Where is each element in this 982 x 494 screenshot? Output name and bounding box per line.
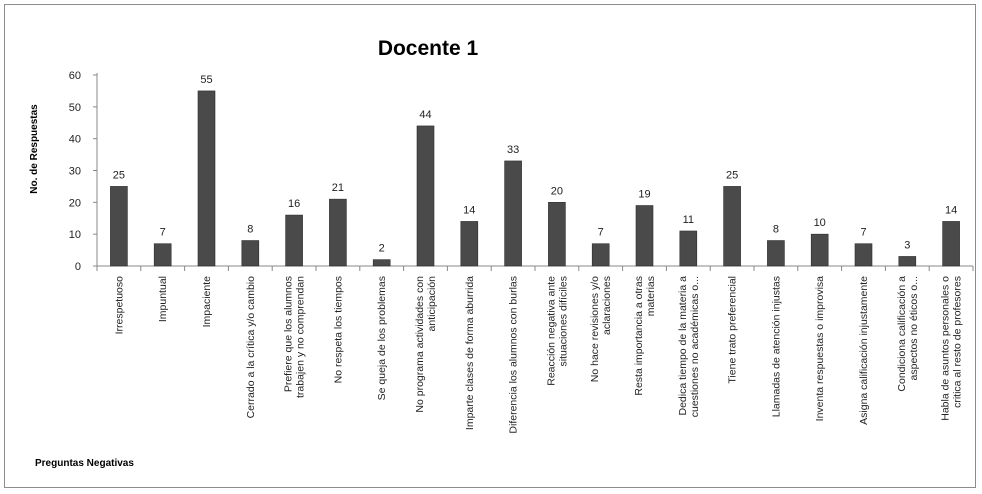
value-label: 25 [726,169,738,181]
value-label: 16 [288,198,300,210]
bar [110,186,128,267]
bar [723,186,741,267]
category-label: Diferencia los alumnos con burlas [508,276,520,434]
value-label: 11 [683,214,694,226]
bar [460,221,479,267]
bar [591,243,610,267]
bar [153,243,172,267]
bar [416,125,435,267]
category-label: Habla de asuntos personales ocritica al … [940,276,964,421]
y-axis: 0 10 20 30 40 50 60 [69,70,98,273]
bar [767,240,785,267]
bar [810,233,829,267]
value-label: 2 [379,243,385,255]
category-label: Impaciente [201,276,213,328]
y-tick-label: 30 [69,166,81,178]
category-label: Condiciona calificación aaspectos no éti… [896,276,920,392]
category-label: No hace revisiones y/oaclaraciones [589,276,613,382]
value-label: 3 [904,239,910,251]
value-label: 33 [507,144,519,156]
x-axis [96,265,974,271]
value-label: 19 [638,189,650,201]
bars [110,90,960,267]
value-label: 7 [160,227,166,239]
y-tick-label: 60 [69,70,81,82]
bar [635,205,654,267]
bar [679,230,698,267]
value-label: 14 [463,204,475,216]
category-label: No respeta los tiempos [332,276,344,383]
value-labels: 25 7 55 8 16 21 2 44 14 33 20 7 19 11 25 8 10 7 3 14 [113,74,957,255]
bar-chart: Docente 1 No. de Respuestas Preguntas Ne… [29,37,974,469]
x-axis-label: Preguntas Negativas [35,458,134,469]
category-label: Cerrado a la crítica y/o cambio [245,276,257,419]
category-label: Se queja de los problemas [376,276,388,400]
value-label: 8 [773,224,779,236]
category-label: Llamadas de atención injustas [770,276,782,417]
bar [942,221,960,267]
category-label: Resta importancia a otrasmaterias [633,276,657,396]
category-label: Dedica tiempo de la materia acuestiones … [677,276,701,417]
value-label: 14 [945,204,957,216]
category-label: Imparte clases de forma aburrida [464,276,476,430]
value-label: 21 [332,182,344,194]
value-label: 25 [113,169,125,181]
category-label: Reacción negativa antesituaciones difíci… [545,276,569,386]
value-label: 10 [814,217,826,229]
bar [898,256,917,267]
category-labels: Irrespetuoso Impuntual Impaciente Cerrado a… [113,276,963,434]
chart-frame: Docente 1 No. de Respuestas Preguntas Ne… [4,4,976,488]
y-tick-label: 40 [69,134,81,146]
chart-title: Docente 1 [378,37,479,60]
category-label: Inventa respuestas o improvisa [814,276,826,421]
value-label: 20 [551,185,563,197]
value-label: 8 [247,224,253,236]
y-tick-label: 50 [69,102,81,114]
y-tick-label: 10 [69,229,81,241]
bar [285,214,303,267]
bar [504,160,522,267]
bar [854,243,873,267]
bar [329,198,347,267]
y-axis-label: No. de Respuestas [29,104,40,194]
category-label: Asigna calificación injustamente [858,276,870,425]
value-label: 7 [598,227,604,239]
y-tick-label: 0 [75,261,81,273]
value-label: 7 [860,227,866,239]
category-label: Prefiere que los alumnostrabajen y no co… [283,276,307,398]
category-label: Impuntual [157,276,169,322]
category-label: Irrespetuoso [113,276,125,335]
category-label: Tiene trato preferencial [727,276,739,384]
value-label: 55 [200,74,212,86]
bar [241,240,260,267]
bar [372,259,391,267]
bar [548,202,566,267]
category-label: No programa actividades conanticipación [414,276,438,413]
y-tick-label: 20 [69,197,81,209]
bar [197,90,216,267]
value-label: 44 [419,109,431,121]
